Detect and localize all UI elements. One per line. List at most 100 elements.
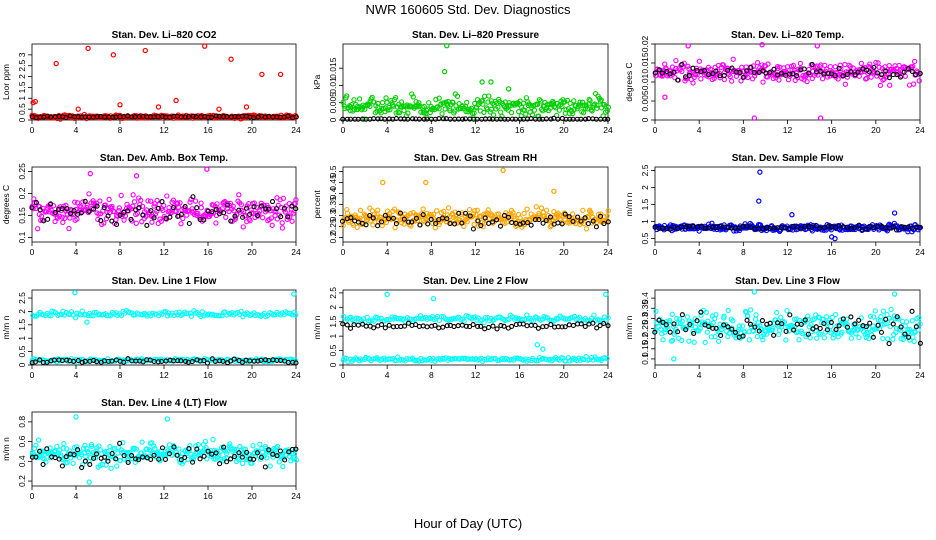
series-point <box>864 75 870 82</box>
series-point <box>196 214 202 220</box>
series-point <box>202 438 209 445</box>
plot-frame <box>31 289 297 366</box>
series-point <box>74 216 80 222</box>
series-point <box>279 220 285 226</box>
reference-point <box>293 114 299 120</box>
y-tick-label: 1.5 <box>17 81 27 93</box>
series-point <box>739 323 746 329</box>
reference-point <box>371 325 377 331</box>
series-point <box>523 111 529 117</box>
series-point <box>824 314 830 320</box>
series-point <box>151 443 157 449</box>
series-point <box>85 450 91 456</box>
series-point <box>166 442 173 448</box>
series-point <box>698 312 704 319</box>
series-point <box>679 318 685 324</box>
reference-point <box>455 323 461 329</box>
reference-point <box>40 461 46 468</box>
panel-title: Stan. Dev. Li–820 Temp. <box>731 30 844 41</box>
reference-point <box>59 206 65 212</box>
reference-point <box>764 225 770 231</box>
reference-point <box>886 75 892 81</box>
x-tick-label: 4 <box>385 370 390 380</box>
reference-point <box>805 331 811 337</box>
reference-point <box>543 323 549 330</box>
series-point <box>485 207 491 213</box>
series-point <box>719 326 725 333</box>
reference-point <box>771 225 777 231</box>
reference-point <box>852 72 858 78</box>
reference-point <box>52 210 58 216</box>
series-point <box>660 337 666 343</box>
series-point <box>439 111 445 117</box>
reference-point <box>48 114 54 120</box>
series-point <box>144 446 150 452</box>
series-point <box>916 78 922 84</box>
reference-point <box>890 224 896 230</box>
series-point <box>523 95 530 101</box>
data-points <box>29 43 299 122</box>
reference-point <box>817 325 823 332</box>
x-tick-label: 12 <box>159 247 169 257</box>
reference-point <box>798 321 804 327</box>
reference-point <box>129 453 135 459</box>
reference-point <box>467 213 473 219</box>
reference-point <box>536 116 542 122</box>
series-point <box>158 456 164 462</box>
reference-point <box>897 74 904 80</box>
x-tick-label: 0 <box>341 370 346 380</box>
series-point <box>264 455 270 461</box>
y-tick-label: 1 <box>17 336 27 341</box>
reference-point <box>747 321 754 327</box>
reference-point <box>90 206 96 212</box>
reference-point <box>151 215 157 221</box>
series-point <box>571 98 577 104</box>
series-point <box>63 208 69 214</box>
series-point <box>591 312 597 318</box>
outlier-point <box>603 291 609 298</box>
series-point <box>803 331 810 337</box>
reference-point <box>555 116 561 122</box>
reference-point <box>239 454 245 460</box>
series-point <box>917 321 923 327</box>
series-point <box>62 215 68 221</box>
reference-point <box>71 207 77 214</box>
series-point <box>423 107 430 113</box>
outlier-point <box>216 106 222 112</box>
outlier-point <box>384 291 390 298</box>
outlier-point <box>759 42 765 48</box>
reference-point <box>856 317 862 323</box>
reference-point <box>213 113 219 119</box>
x-tick-label: 20 <box>559 125 569 135</box>
series-point <box>715 338 722 345</box>
series-point <box>198 205 204 211</box>
series-point <box>240 460 246 466</box>
series-point <box>910 81 917 87</box>
reference-point <box>243 205 250 211</box>
outlier-point <box>423 179 429 186</box>
reference-point <box>262 464 268 470</box>
reference-point <box>101 454 108 460</box>
series-point <box>538 205 545 211</box>
reference-point <box>79 359 85 365</box>
reference-point <box>840 316 846 322</box>
reference-point <box>909 68 915 74</box>
reference-point <box>251 204 257 210</box>
series-point <box>691 74 697 81</box>
reference-point <box>794 73 800 79</box>
series-point <box>814 335 820 341</box>
reference-point <box>375 116 381 122</box>
series-point <box>720 62 727 68</box>
series-point <box>885 71 892 78</box>
reference-point <box>447 116 453 122</box>
reference-point <box>478 223 484 229</box>
series-point <box>495 104 501 110</box>
series-point <box>517 98 523 104</box>
reference-point <box>68 211 74 217</box>
series-point <box>280 195 286 201</box>
plot-frame <box>342 166 609 243</box>
reference-point <box>125 459 131 465</box>
reference-point <box>732 329 738 335</box>
reference-point <box>598 116 604 122</box>
series-point <box>563 107 569 113</box>
